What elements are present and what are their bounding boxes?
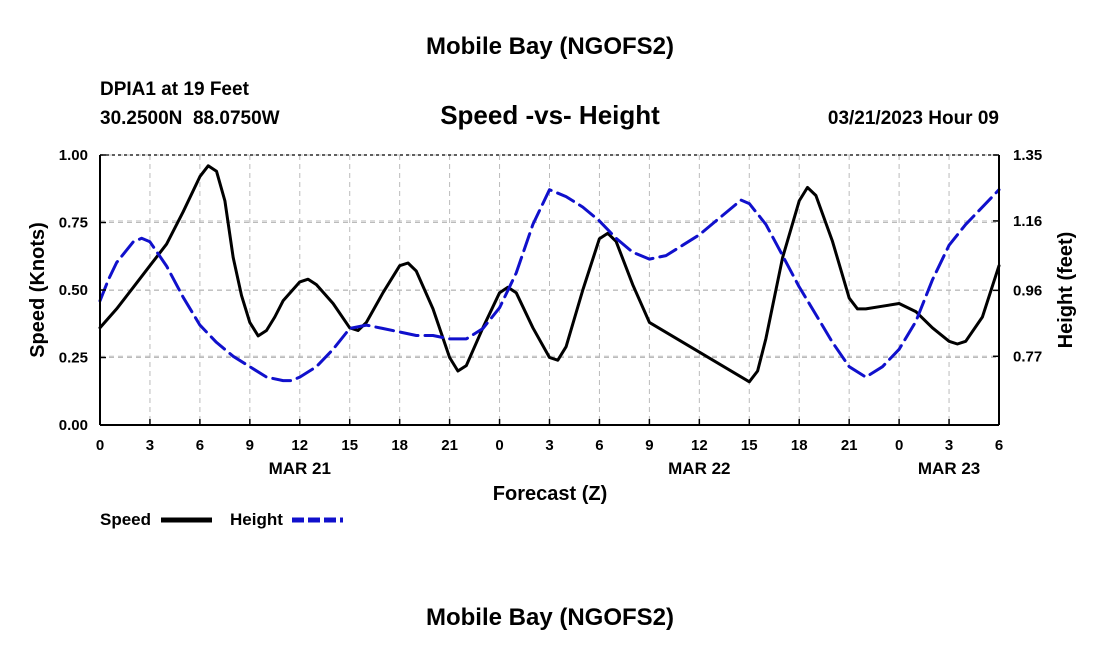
series-line-speed — [98, 164, 1001, 384]
footer-title: Mobile Bay (NGOFS2) — [426, 604, 674, 631]
x-tick-label: 3 — [945, 437, 953, 454]
x-tick-label: 12 — [691, 437, 708, 454]
coords-label: 30.2500N 88.0750W — [100, 108, 280, 129]
chart-title: Mobile Bay (NGOFS2) — [426, 33, 674, 60]
x-tick-label: 0 — [895, 437, 903, 454]
x-tick-label: 6 — [995, 437, 1003, 454]
x-tick-label: 9 — [645, 437, 653, 454]
y-left-tick-label: 0.25 — [59, 350, 88, 367]
grid-layer — [100, 154, 999, 425]
x-axis-label: Forecast (Z) — [493, 483, 607, 505]
legend-label-height: Height — [230, 510, 283, 529]
x-tick-label: 18 — [791, 437, 808, 454]
y-right-tick-label: 0.96 — [1013, 282, 1042, 299]
x-tick-label: 9 — [246, 437, 254, 454]
x-tick-label: 15 — [741, 437, 758, 454]
series-layer — [98, 164, 1001, 384]
x-tick-label: 6 — [595, 437, 603, 454]
timestamp-label: 03/21/2023 Hour 09 — [828, 108, 999, 129]
chart-subtitle: Speed -vs- Height — [440, 100, 660, 130]
y-axis-left-label: Speed (Knots) — [27, 222, 49, 358]
x-tick-label: 12 — [291, 437, 308, 454]
y-axis-right-label: Height (feet) — [1055, 232, 1077, 349]
y-left-tick-label: 0.75 — [59, 215, 88, 232]
station-label: DPIA1 at 19 Feet — [100, 79, 250, 100]
x-tick-label: 21 — [841, 437, 858, 454]
legend-label-speed: Speed — [100, 510, 151, 529]
x-tick-label: 3 — [545, 437, 553, 454]
y-right-tick-label: 0.77 — [1013, 348, 1042, 365]
x-tick-label: 18 — [391, 437, 408, 454]
y-left-tick-label: 0.50 — [59, 282, 88, 299]
ticks-layer: 0 3 6 9 12 15 18 21 0 3 6 9 12 15 18 21 0 3 6 MAR 21 MAR 22 M… — [59, 147, 1042, 478]
y-left-tick-label: 0.00 — [59, 417, 88, 434]
y-right-tick-label: 1.16 — [1013, 213, 1042, 230]
x-date-label: MAR 22 — [668, 459, 730, 478]
x-tick-label: 0 — [96, 437, 104, 454]
y-right-tick-label: 1.35 — [1013, 147, 1042, 164]
x-tick-label: 0 — [495, 437, 503, 454]
x-tick-label: 6 — [196, 437, 204, 454]
x-date-label: MAR 23 — [918, 459, 980, 478]
x-tick-label: 3 — [146, 437, 154, 454]
series-line-height — [98, 188, 1001, 383]
x-tick-label: 21 — [441, 437, 458, 454]
legend: Speed Height — [100, 510, 343, 529]
x-date-label: MAR 21 — [269, 459, 331, 478]
x-tick-label: 15 — [341, 437, 358, 454]
y-left-tick-label: 1.00 — [59, 147, 88, 164]
